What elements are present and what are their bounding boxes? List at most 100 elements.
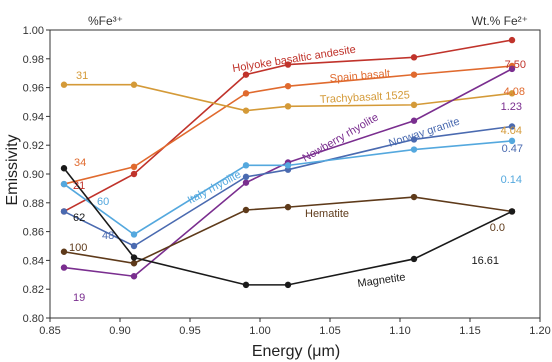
data-point-magnetite [284,281,292,289]
x-axis-ticks: 0.85 0.90 0.95 1.00 1.05 1.10 1.15 1.20 [39,318,551,337]
right-value-label: 0.47 [502,143,523,155]
right-value-label: 7.50 [505,59,526,71]
series-name-label: Spain basalt [329,68,390,85]
data-point-italy-rhyolite [242,162,250,169]
series-italy-rhyolite [60,137,516,238]
data-point-italy-rhyolite [508,137,516,145]
data-point-magnetite [60,165,68,172]
data-point-holyoke-basaltic-andesite [508,36,516,44]
data-point-magnetite [242,281,250,289]
data-point-holyoke-basaltic-andesite [410,54,418,61]
data-point-spain-basalt [410,71,418,78]
data-point-trachybasalt-1525 [410,101,418,109]
data-point-magnetite [410,255,418,263]
data-point-newberry-rhyolite [410,117,418,124]
left-value-label: 62 [73,212,85,224]
series-name-label: Norway granite [387,116,461,150]
data-point-italy-rhyolite [410,146,418,153]
left-value-label: 34 [74,157,86,169]
series-trachybasalt-1525 [60,81,516,114]
right-header: Wt.% Fe²⁺ [472,14,528,28]
data-point-hematite [410,193,418,201]
x-tick-label: 1.15 [459,325,480,337]
data-point-norway-granite [130,242,138,250]
data-point-hematite [284,203,292,211]
left-value-label: 60 [97,196,109,208]
y-tick-label: 0.90 [23,169,44,181]
left-value-label: 19 [73,292,85,304]
data-point-trachybasalt-1525 [508,90,516,97]
y-tick-label: 0.94 [23,111,44,123]
left-header: %Fe³⁺ [88,14,123,28]
left-value-label: 100 [69,242,87,254]
series-line-italy-rhyolite [63,140,513,236]
y-tick-label: 0.96 [23,83,44,95]
data-point-holyoke-basaltic-andesite [242,71,250,78]
data-point-italy-rhyolite [60,180,68,188]
left-value-label: 48 [102,230,114,242]
data-point-newberry-rhyolite [130,273,138,280]
series-line-norway-granite [63,125,513,247]
data-point-norway-granite [60,208,68,215]
data-point-norway-granite [508,123,516,130]
y-tick-label: 0.86 [23,227,44,239]
data-point-newberry-rhyolite [508,65,516,73]
series-annotations: Holyoke basaltic andesite 21 7.50 Spain bas… [69,44,526,304]
series-name-label: Magnetite [357,271,407,290]
x-tick-label: 1.10 [389,325,410,337]
y-tick-label: 0.98 [23,54,44,66]
data-point-magnetite [508,208,516,215]
right-value-label: 16.61 [471,255,499,267]
data-point-hematite [242,206,250,214]
right-value-label: 0.0 [490,222,505,234]
data-point-hematite [130,260,138,267]
data-point-italy-rhyolite [284,162,292,169]
right-value-label: 1.23 [501,101,522,113]
data-point-norway-granite [242,173,250,181]
left-value-label: 21 [73,180,85,192]
data-point-trachybasalt-1525 [130,81,138,88]
right-value-label: 0.14 [501,174,522,186]
data-point-spain-basalt [284,82,292,90]
data-point-trachybasalt-1525 [284,103,292,110]
y-tick-label: 0.84 [23,255,44,267]
y-tick-label: 0.82 [23,284,44,296]
data-point-norway-granite [410,136,418,143]
x-axis-label: Energy (μm) [252,343,340,360]
right-value-label: 4.08 [504,86,525,98]
data-point-trachybasalt-1525 [242,107,250,114]
y-tick-label: 1.00 [23,25,44,37]
data-point-newberry-rhyolite [60,264,68,271]
data-point-italy-rhyolite [130,231,138,238]
data-point-hematite [60,248,68,255]
y-tick-label: 0.80 [23,313,44,325]
y-axis-label: Emissivity [4,134,21,205]
series-line-magnetite [63,167,513,286]
data-point-holyoke-basaltic-andesite [284,61,292,68]
y-tick-label: 0.88 [23,198,44,210]
x-tick-label: 1.05 [319,325,340,337]
x-tick-label: 1.20 [529,325,550,337]
series-name-label: Trachybasalt 1525 [320,89,411,106]
x-tick-label: 0.85 [39,325,60,337]
y-tick-label: 0.92 [23,140,44,152]
series-magnetite [60,165,516,289]
data-point-holyoke-basaltic-andesite [130,170,138,178]
series-line-hematite [63,196,513,265]
series-line-spain-basalt [63,65,513,185]
series-lines [60,36,516,289]
series-name-label: Hematite [305,208,349,220]
data-point-trachybasalt-1525 [60,81,68,88]
x-tick-label: 0.95 [179,325,200,337]
data-point-magnetite [130,254,138,261]
data-point-newberry-rhyolite [242,179,250,186]
series-line-trachybasalt-1525 [64,83,513,112]
data-point-spain-basalt [242,90,250,97]
series-name-label: Italy rhyolite [186,168,243,206]
series-line-holyoke-basaltic-andesite [63,39,513,213]
series-name-label: Holyoke basaltic andesite [232,44,357,75]
x-tick-label: 1.00 [249,325,270,337]
y-axis-ticks: 0.80 0.82 0.84 0.86 0.88 0.90 0.92 0.94 0.96 0.98… [23,25,50,325]
left-value-label: 31 [76,70,88,82]
